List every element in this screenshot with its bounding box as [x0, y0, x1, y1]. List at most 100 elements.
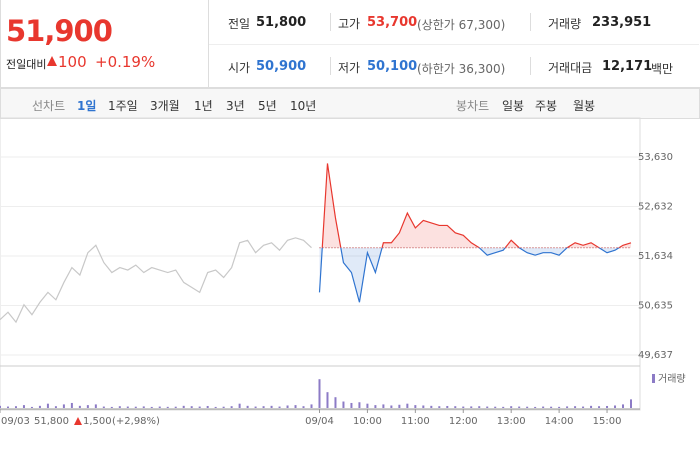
up-arrow [47, 56, 57, 66]
y-tick-label: 49,637 [638, 350, 673, 361]
volume-bar [30, 406, 33, 408]
volume-bar [350, 402, 353, 408]
volume-bar [262, 406, 265, 408]
volume-bar [6, 406, 9, 408]
volume-bar [422, 405, 425, 408]
volume-bar [150, 406, 153, 408]
volume-bar [94, 404, 97, 408]
volume-bar [102, 406, 105, 408]
divider [330, 57, 331, 75]
volume-bar [558, 406, 561, 408]
volume-bar [46, 403, 49, 408]
volume-bar [478, 406, 481, 408]
volume-bar [78, 405, 81, 408]
volume-bar [182, 405, 185, 408]
period-tab[interactable]: 1일 [77, 99, 97, 113]
info-value: 12,171 [602, 59, 653, 74]
volume-bar [214, 406, 217, 408]
change-pct: +0.19% [95, 53, 156, 71]
x-tick-label: 14:00 [545, 416, 574, 427]
period-tab[interactable]: 1년 [194, 99, 213, 113]
volume-bar [334, 397, 337, 408]
volume-bar [158, 406, 161, 408]
candle-tab[interactable]: 월봉 [573, 99, 596, 113]
volume-bar [206, 405, 209, 408]
area-down [319, 247, 620, 303]
volume-bar [446, 405, 449, 408]
divider [530, 57, 531, 75]
volume-bar [22, 405, 25, 408]
volume-bar [326, 392, 329, 408]
volume-bar [622, 404, 625, 408]
volume-bar [582, 406, 585, 408]
volume-bar [198, 406, 201, 408]
x-tick-label: 12:00 [449, 416, 478, 427]
y-tick-label: 50,635 [638, 301, 673, 312]
volume-bar [502, 406, 505, 408]
volume-bar [278, 406, 281, 408]
annotation: (+2,98%) [112, 416, 160, 427]
volume-bar [246, 405, 249, 408]
volume-bar [614, 405, 617, 408]
x-tick-label: 09/03 [1, 416, 30, 427]
volume-bar [598, 406, 601, 408]
volume-bar [70, 402, 73, 408]
change: 100 [58, 53, 87, 71]
price-line [0, 237, 312, 324]
volume-bar [550, 406, 553, 408]
volume-bar [542, 406, 545, 408]
plot-frame [0, 117, 641, 411]
annotation: 51,800 [34, 416, 69, 427]
volume-bar [590, 405, 593, 408]
volume-bar [518, 406, 521, 408]
volume-bar [270, 405, 273, 408]
info-limit: (상한가 67,300) [417, 18, 506, 32]
annotation-arrow [74, 417, 82, 425]
volume-bar [462, 406, 465, 408]
volume-bar [54, 406, 57, 408]
tab-bar [0, 88, 700, 119]
volume-bar [14, 406, 17, 408]
volume-bar [302, 406, 305, 408]
price-line-down [318, 247, 621, 303]
y-tick-label: 53,630 [638, 152, 673, 163]
period-tab[interactable]: 3년 [226, 99, 245, 113]
volume-bar [254, 406, 257, 408]
y-tick-label: 51,634 [638, 251, 673, 262]
volume-bar [566, 406, 569, 408]
candle-tab[interactable]: 일봉 [502, 99, 525, 113]
volume-bar [286, 405, 289, 408]
volume-bar [438, 406, 441, 408]
volume-bar [398, 404, 401, 408]
volume-bar [110, 406, 113, 408]
volume-bar [318, 379, 321, 408]
period-tab[interactable]: 3개월 [150, 99, 180, 113]
volume-bar [454, 406, 457, 408]
x-tick-label: 09/04 [305, 416, 334, 427]
info-value: 50,900 [256, 59, 307, 74]
divider [530, 13, 531, 31]
volume-bar [494, 406, 497, 408]
volume-bar [606, 405, 609, 408]
candle-tab[interactable]: 주봉 [535, 99, 558, 113]
info-value: 50,100 [367, 59, 418, 74]
info-value: 51,800 [256, 15, 307, 30]
tab-label: 선차트 [32, 99, 66, 113]
period-tab[interactable]: 5년 [258, 99, 277, 113]
volume-bar [630, 399, 632, 408]
volume-bar [38, 405, 41, 408]
volume-bar [406, 403, 409, 408]
info-label: 거래대금 [548, 61, 593, 75]
divider [208, 0, 209, 88]
info-label: 거래량 [548, 17, 582, 31]
volume-bar [118, 406, 121, 408]
header-box [0, 0, 700, 88]
x-tick-label: 13:00 [497, 416, 526, 427]
period-tab[interactable]: 10년 [290, 99, 317, 113]
x-tick-label: 10:00 [353, 416, 382, 427]
info-label: 저가 [338, 61, 361, 75]
period-tab[interactable]: 1주일 [108, 99, 138, 113]
y-tick-label: 52,632 [638, 201, 673, 212]
